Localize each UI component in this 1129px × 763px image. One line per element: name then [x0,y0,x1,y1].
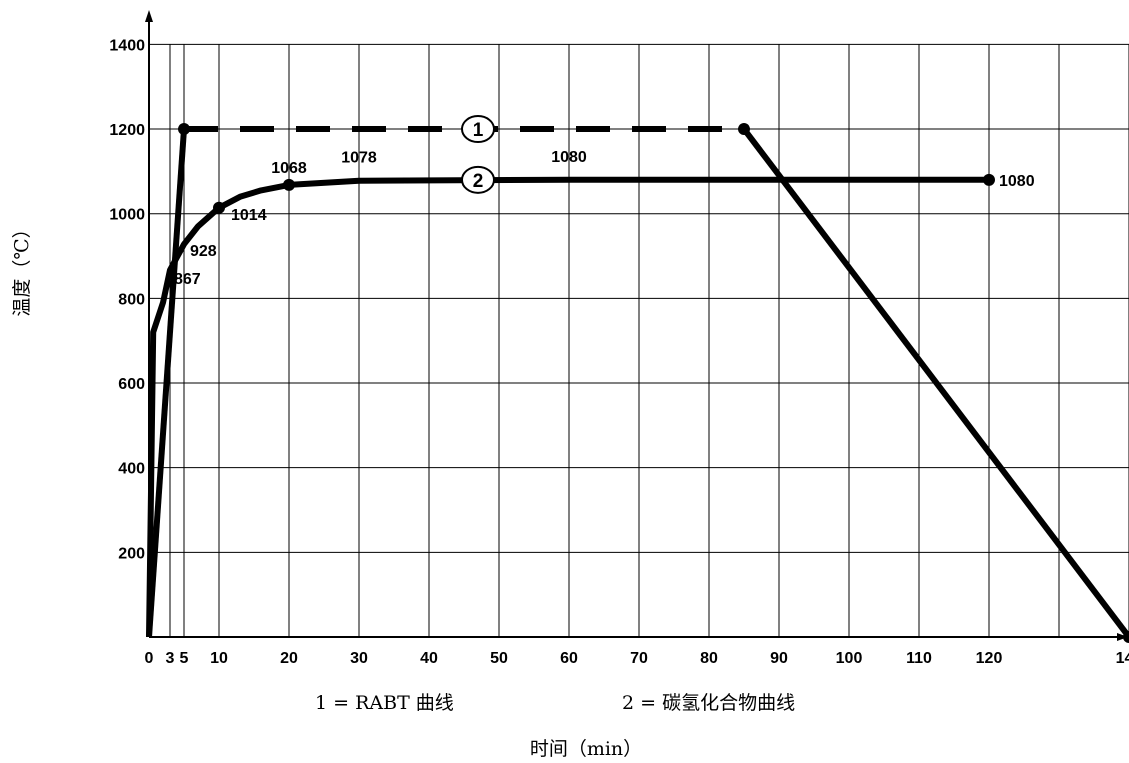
series-1-line-rise [146,128,187,638]
x-tick-label: 20 [280,650,298,667]
x-tick-label: 120 [976,650,1003,667]
data-markers [178,123,1129,643]
series-1-line-fall [741,127,1129,639]
y-tick-label: 800 [118,291,145,308]
y-tick-label: 1200 [109,122,145,139]
y-tick-label: 1000 [109,207,145,224]
y-axis-title: 温度（℃） [11,219,33,316]
y-tick-label: 600 [118,376,145,393]
x-tick-label: 100 [836,650,863,667]
x-axis-arrow [1117,633,1128,641]
series-1-marker [738,123,750,136]
data-labels: 867 928 1014 1068 1078 1080 1080 [174,149,1035,288]
x-tick-label: 10 [210,650,228,667]
data-label: 1080 [551,149,587,166]
x-tick-label: 30 [350,650,368,667]
x-tick-label: 110 [906,650,932,667]
y-tick-labels: 200 400 600 800 1000 1200 1400 [109,37,145,562]
x-tick-label: 80 [700,650,718,667]
series-1-marker [178,123,190,136]
legend-item-2: 2 = 碳氢化合物曲线 [622,692,795,714]
y-tick-label: 200 [118,545,145,562]
y-axis-arrow [145,10,153,22]
legend-item-1: 1 = RABT 曲线 [315,692,454,714]
data-label: 867 [174,271,201,288]
series-marker-2: 2 [461,165,495,194]
y-tick-label: 1400 [109,37,145,54]
data-label: 1014 [231,207,267,224]
series-marker-1: 1 [461,115,495,144]
x-tick-label: 50 [490,650,508,667]
series-2-marker [983,173,995,186]
series-marker-label: 2 [473,171,484,192]
data-label: 1068 [271,160,307,177]
data-label: 928 [190,243,217,260]
x-tick-label: 5 [180,650,189,667]
series-marker-circle [461,165,495,194]
data-label: 1080 [999,173,1035,190]
series-markers: 12 [461,115,495,194]
axes [145,10,1128,641]
series-2-marker [283,178,295,191]
x-tick-label: 140 [1116,650,1129,667]
x-axis-title: 时间（min） [530,738,642,760]
series-2-marker [213,201,225,214]
x-tick-label: 60 [560,650,578,667]
x-tick-label: 3 [166,650,175,667]
x-tick-labels: 035 10 20 30 40 50 60 70 80 90 100 110 120 140 [145,650,1129,667]
x-tick-label: 70 [630,650,648,667]
y-tick-label: 400 [118,461,145,478]
series-marker-label: 1 [473,120,484,141]
data-label: 1078 [341,150,377,167]
grid [149,43,1129,637]
x-tick-label: 0 [145,650,154,667]
series-marker-circle [461,115,495,144]
x-tick-label: 40 [420,650,438,667]
x-tick-label: 90 [770,650,788,667]
series-1-marker [1123,631,1129,643]
